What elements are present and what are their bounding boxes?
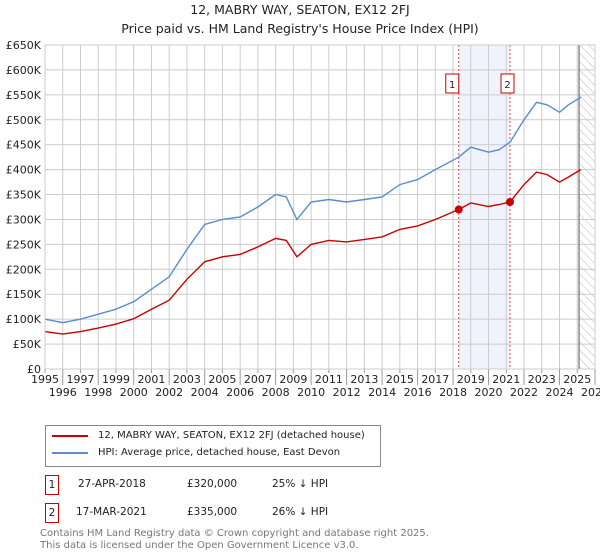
x-tick-label: 2008 [262,386,290,399]
x-tick-label: 2012 [333,386,361,399]
y-tick-label: £250K [6,238,42,251]
x-tick-label: 2026 [581,386,600,399]
y-tick-label: £0 [27,363,41,376]
x-tick-label: 2013 [350,373,378,386]
hatched-region [579,45,595,369]
y-tick-label: £100K [6,313,42,326]
y-tick-label: £400K [6,164,42,177]
y-tick-label: £500K [6,114,42,127]
sale-price: £335,000 [187,506,238,518]
x-tick-label: 2009 [279,373,307,386]
sale-marker-box [445,73,460,94]
sale-hpi-diff: 26% ↓ HPI [272,506,329,518]
sale-badge: 1 [45,475,59,495]
x-tick-label: 2004 [191,386,219,399]
sale-period-shade [458,45,511,369]
x-tick-label: 2022 [510,386,538,399]
x-tick-label: 2002 [155,386,183,399]
x-tick-label: 2003 [173,373,201,386]
chart-subtitle: Price paid vs. HM Land Registry's House … [121,21,479,36]
x-tick-label: 2019 [457,373,485,386]
y-tick-label: £600K [6,64,42,77]
y-tick-label: £150K [6,288,42,301]
x-tick-label: 2020 [475,386,503,399]
x-tick-label: 1995 [31,373,59,386]
plot-frame [44,44,596,370]
y-tick-label: £350K [6,189,42,202]
sale-point [506,198,515,207]
x-tick-label: 2024 [546,386,574,399]
x-tick-label: 2015 [386,373,414,386]
y-tick-label: £650K [6,39,42,52]
x-tick-label: 2021 [492,373,520,386]
legend-label-hpi: HPI: Average price, detached house, East… [98,447,341,458]
x-tick-label: 2005 [208,373,236,386]
x-tick-label: 2007 [244,373,272,386]
sale-marker-box [500,73,515,94]
x-tick-label: 2014 [368,386,396,399]
x-tick-label: 1997 [66,373,94,386]
footer-line-1: Contains HM Land Registry data © Crown c… [40,528,429,539]
sale-date: 27-APR-2018 [78,478,146,490]
hpi-line [44,96,582,324]
x-tick-label: 2023 [528,373,556,386]
x-tick-label: 2025 [563,373,591,386]
x-tick-label: 1998 [84,386,112,399]
y-tick-label: £50K [13,338,42,351]
sale-date: 17-MAR-2021 [76,506,147,518]
sale-row-2: 2 17-MAR-2021 £335,000 26% ↓ HPI [45,503,600,523]
sale-badge: 2 [45,503,59,523]
sale-hpi-diff: 25% ↓ HPI [272,478,329,490]
footer-line-2: This data is licensed under the Open Gov… [40,540,359,551]
x-tick-label: 1999 [102,373,130,386]
y-tick-label: £450K [6,139,42,152]
price-chart: 1995199619971998199920002001200220032004… [6,39,600,399]
x-tick-label: 2010 [297,386,325,399]
legend-blue-line [52,451,88,454]
y-tick-label: £550K [6,89,42,102]
x-tick-label: 2000 [120,386,148,399]
x-tick-label: 2017 [421,373,449,386]
footer: Contains HM Land Registry data © Crown c… [40,528,429,552]
sale-price: £320,000 [187,478,238,490]
x-tick-label: 2018 [439,386,467,399]
sale-row-1: 1 27-APR-2018 £320,000 25% ↓ HPI [45,475,600,495]
y-tick-label: £300K [6,213,42,226]
price-paid-line [44,169,582,335]
legend-label-property: 12, MABRY WAY, SEATON, EX12 2FJ (detache… [98,430,365,441]
x-tick-label: 2011 [315,373,343,386]
sale-point [454,205,463,214]
sale-marker-label: 2 [504,80,510,91]
chart-title: 12, MABRY WAY, SEATON, EX12 2FJ [190,2,410,17]
sale-marker-label: 1 [449,80,455,91]
x-tick-label: 2006 [226,386,254,399]
x-tick-label: 2001 [137,373,165,386]
x-tick-label: 2016 [404,386,432,399]
x-tick-label: 1996 [49,386,77,399]
legend-red-line [52,434,88,437]
y-tick-label: £200K [6,263,42,276]
legend: 12, MABRY WAY, SEATON, EX12 2FJ (detache… [45,425,381,467]
